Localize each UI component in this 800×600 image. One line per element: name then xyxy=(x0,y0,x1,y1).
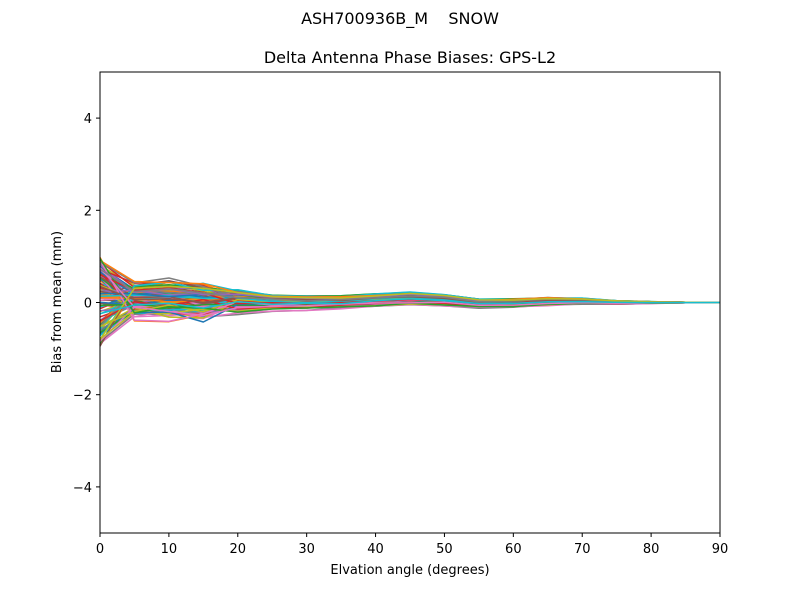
x-tick-label: 60 xyxy=(505,542,522,557)
x-tick-label: 70 xyxy=(574,542,591,557)
x-tick-label: 20 xyxy=(230,542,247,557)
x-axis-label: Elvation angle (degrees) xyxy=(330,563,489,578)
bias-series-line xyxy=(99,267,721,317)
y-axis-label: Bias from mean (mm) xyxy=(50,231,65,373)
x-tick-label: 40 xyxy=(367,542,384,557)
x-axis-ticks: 0 10 20 30 40 50 60 70 80 90 xyxy=(96,533,728,557)
data-lines xyxy=(99,257,721,347)
x-tick-label: 0 xyxy=(96,542,104,557)
y-tick-label: −4 xyxy=(73,481,92,496)
y-tick-label: −2 xyxy=(73,389,92,404)
x-tick-label: 80 xyxy=(643,542,660,557)
bias-series-line xyxy=(99,285,721,341)
figure-suptitle: ASH700936B_M SNOW xyxy=(301,9,499,28)
x-tick-label: 50 xyxy=(436,542,453,557)
y-tick-label: 0 xyxy=(84,297,92,312)
y-tick-label: 2 xyxy=(84,204,92,219)
y-tick-label: 4 xyxy=(84,112,92,127)
x-tick-label: 90 xyxy=(712,542,729,557)
chart-title: Delta Antenna Phase Biases: GPS-L2 xyxy=(263,48,557,67)
y-axis-ticks: −4 −2 0 2 4 xyxy=(73,112,100,496)
x-tick-label: 10 xyxy=(161,542,178,557)
x-tick-label: 30 xyxy=(298,542,315,557)
bias-series-line xyxy=(99,298,721,315)
